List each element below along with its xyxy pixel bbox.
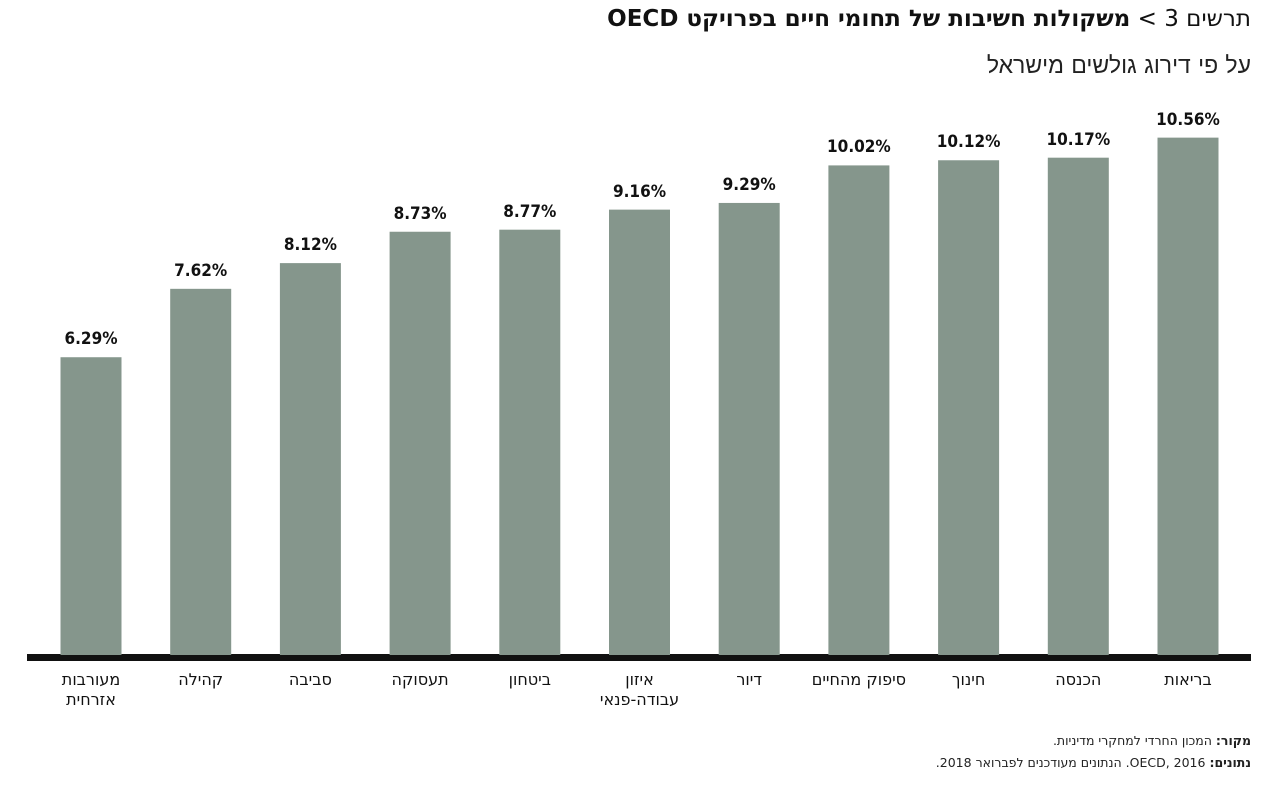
bar [389, 231, 451, 655]
data-text: OECD, 2016. הנתונים מעודכנים לפברואר 201… [935, 755, 1206, 770]
value-label: 8.12% [283, 235, 337, 256]
bar [938, 160, 1000, 655]
x-tick-label: ביטחון [508, 670, 551, 689]
source-note: מקור: המכון החרדי למחקרי מדיניות. [1053, 733, 1251, 748]
bar [609, 209, 670, 655]
source-label: מקור: [1215, 733, 1251, 748]
data-note: נתונים: OECD, 2016. הנתונים מעודכנים לפב… [936, 755, 1251, 770]
value-label: 7.62% [174, 260, 228, 281]
source-text: המכון החרדי למחקרי מדיניות. [1052, 733, 1212, 748]
x-tick-label: קהילה [178, 670, 224, 689]
value-label: 10.56% [1156, 109, 1220, 130]
bar [1047, 157, 1109, 655]
bar [828, 165, 890, 655]
x-tick-label: סיפוק מהחיים [811, 670, 907, 689]
x-tick-label: הכנסה [1055, 670, 1102, 689]
chart-subtitle: על פי דירוג גולשים מישראל [986, 53, 1251, 79]
x-tick-label: בריאות [1164, 670, 1212, 689]
bar [1157, 137, 1219, 656]
x-tick-label: חינוך [951, 670, 986, 689]
data-label: נתונים: [1209, 755, 1251, 770]
value-label: 9.29% [722, 174, 776, 195]
bar [718, 202, 780, 655]
value-label: 10.17% [1046, 129, 1111, 150]
bar [499, 229, 561, 655]
value-label: 10.12% [936, 132, 1001, 153]
chart-title: משקולות חשיבות של תחומי חיים בפרויקט OEC… [607, 6, 1131, 32]
x-tick-label: מעורבות אזרחית [61, 670, 121, 709]
bar [60, 357, 122, 655]
bar [279, 263, 341, 655]
x-tick-label: איזון עבודה-פנאי [599, 670, 680, 709]
x-tick-label: דיור [736, 670, 763, 689]
x-tick-label: תעסוקה [391, 670, 449, 689]
chart-label: תרשים 3 > [1137, 6, 1251, 32]
value-label: 9.16% [612, 181, 667, 202]
baseline [27, 654, 1251, 661]
value-label: 8.77% [503, 201, 557, 222]
value-label: 6.29% [64, 329, 118, 350]
value-label: 8.73% [393, 203, 447, 224]
bar [170, 288, 232, 655]
chart-heading: תרשים 3 > משקולות חשיבות של תחומי חיים ב… [607, 6, 1251, 32]
x-tick-label: סביבה [288, 670, 332, 689]
value-label: 10.02% [827, 137, 891, 158]
